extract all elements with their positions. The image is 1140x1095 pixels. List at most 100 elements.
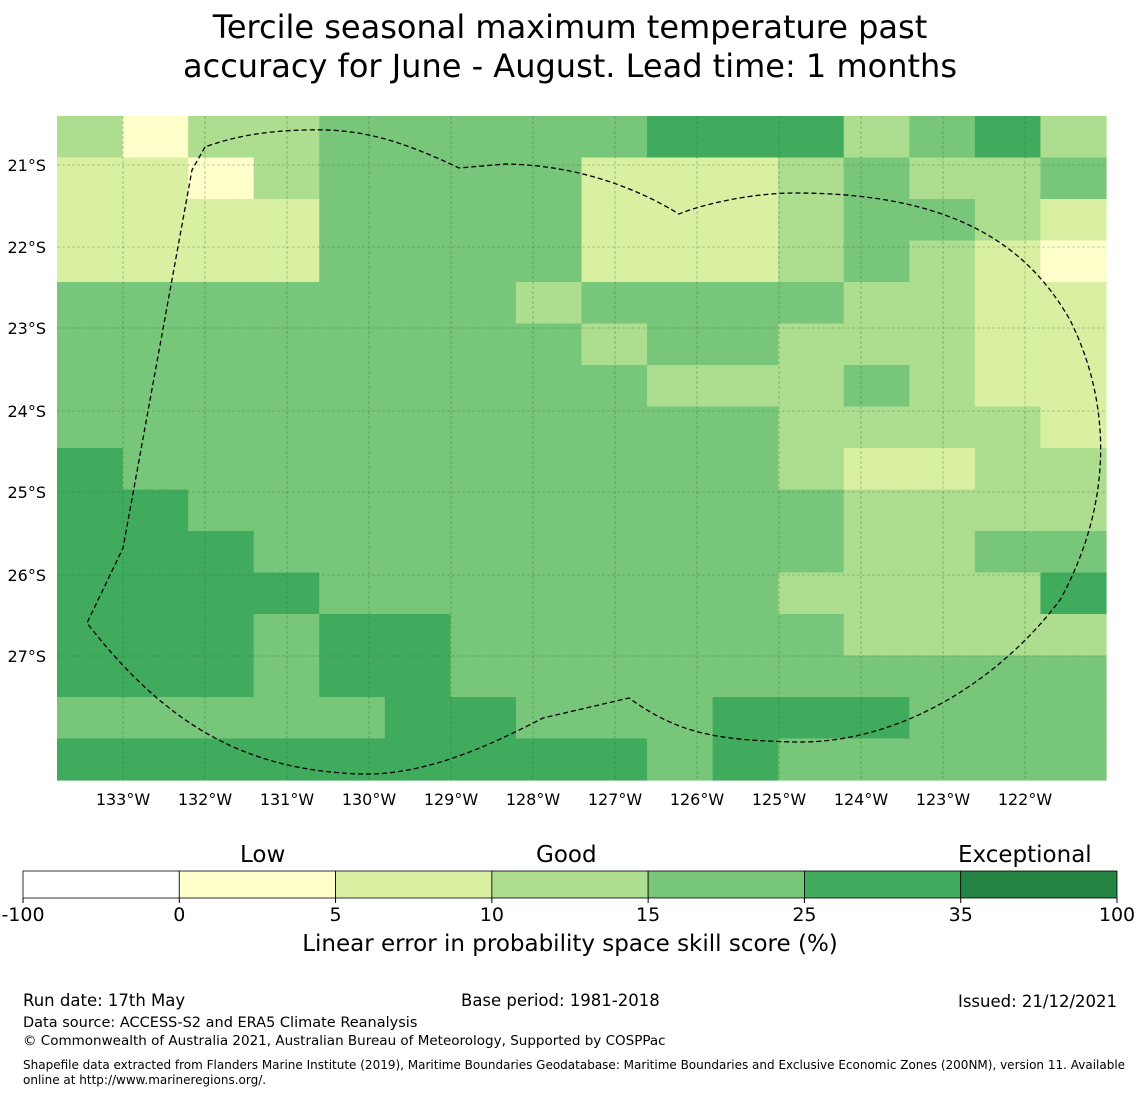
map-cell — [1040, 116, 1107, 159]
map-cell — [647, 531, 714, 574]
map-cell — [581, 697, 648, 740]
map-cell — [843, 531, 910, 574]
map-cell — [712, 116, 779, 159]
lon-label: 132°W — [178, 790, 233, 809]
map-cell — [909, 240, 976, 283]
map-cell — [122, 157, 189, 200]
map-cell — [384, 738, 451, 781]
map-cell — [319, 116, 386, 159]
map-cell — [188, 738, 255, 781]
map-cell — [909, 199, 976, 242]
map-cell — [843, 572, 910, 615]
map-cell — [384, 572, 451, 615]
map-cell — [647, 697, 714, 740]
map-cell — [384, 489, 451, 532]
map-cell — [974, 157, 1042, 200]
map-title-line1: Tercile seasonal maximum temperature pas… — [212, 8, 928, 46]
map-cell — [450, 406, 517, 449]
map-cell — [581, 323, 648, 366]
map-cell — [188, 282, 255, 325]
map-cell — [384, 116, 451, 159]
map-cell — [778, 365, 845, 408]
map-cell — [712, 365, 779, 408]
map-cell — [450, 240, 517, 283]
map-cell — [974, 406, 1042, 449]
map-cell — [515, 531, 583, 574]
map-cell — [57, 365, 124, 408]
data-source: Data source: ACCESS-S2 and ERA5 Climate … — [23, 1015, 418, 1031]
map-cell — [1040, 240, 1107, 283]
map-cell — [909, 572, 976, 615]
map-cell — [188, 614, 255, 657]
map-cell — [843, 240, 910, 283]
map-cell — [778, 116, 845, 159]
map-cell — [647, 365, 714, 408]
colorbar-tick-label: 15 — [636, 904, 660, 926]
map-cell — [581, 655, 648, 698]
map-cell — [843, 489, 910, 532]
map-cell — [319, 157, 386, 200]
map-cell — [450, 489, 517, 532]
lon-label: 126°W — [670, 790, 725, 809]
map-cell — [974, 240, 1042, 283]
map-cell — [1040, 697, 1107, 740]
map-cell — [319, 199, 386, 242]
map-cell — [122, 531, 189, 574]
map-cell — [581, 157, 648, 200]
map-cell — [319, 614, 386, 657]
map-cell — [1040, 406, 1107, 449]
map-cell — [843, 614, 910, 657]
map-cell — [712, 531, 779, 574]
map-cell — [122, 697, 189, 740]
map-cell — [384, 282, 451, 325]
map-cell — [778, 738, 845, 781]
lon-label: 128°W — [506, 790, 561, 809]
colorbar-swatches — [22, 870, 1118, 899]
map-cell — [57, 489, 124, 532]
map-cell — [712, 489, 779, 532]
map-cell — [647, 240, 714, 283]
colorbar-swatch — [491, 870, 649, 899]
map-cell — [450, 282, 517, 325]
colorbar-tick-label: 0 — [173, 904, 185, 926]
category-low: Low — [240, 842, 286, 868]
map-cell — [515, 323, 583, 366]
map-cell — [188, 448, 255, 491]
map-cell — [843, 697, 910, 740]
map-cell — [778, 655, 845, 698]
map-cell — [712, 614, 779, 657]
map-cell — [974, 655, 1042, 698]
map-cell — [974, 199, 1042, 242]
colorbar-swatch — [804, 870, 962, 899]
map-cell — [974, 614, 1042, 657]
map-cell — [581, 240, 648, 283]
map-cell — [778, 697, 845, 740]
map-cell — [57, 448, 124, 491]
map-cell — [843, 406, 910, 449]
map-cell — [384, 240, 451, 283]
lon-label: 123°W — [916, 790, 971, 809]
map-cell — [319, 697, 386, 740]
map-cell — [188, 323, 255, 366]
map-cell — [515, 614, 583, 657]
lon-label: 125°W — [752, 790, 807, 809]
map-cell — [712, 655, 779, 698]
colorbar-tick-label: 5 — [330, 904, 342, 926]
map-cell — [515, 157, 583, 200]
map-cell — [319, 489, 386, 532]
map-cell — [778, 323, 845, 366]
map-cell — [1040, 489, 1107, 532]
map-cell — [712, 240, 779, 283]
map-cell — [712, 738, 779, 781]
shapefile-credit: Shapefile data extracted from Flanders M… — [23, 1058, 1126, 1087]
map-cell — [974, 738, 1042, 781]
map-cell — [1040, 323, 1107, 366]
map-cell — [319, 240, 386, 283]
map-cell — [909, 531, 976, 574]
lon-label: 133°W — [96, 790, 151, 809]
map-cell — [515, 489, 583, 532]
colorbar-tick-label: 10 — [480, 904, 504, 926]
map-cell — [188, 489, 255, 532]
map-cell — [319, 282, 386, 325]
lat-label: 24°S — [7, 402, 46, 421]
